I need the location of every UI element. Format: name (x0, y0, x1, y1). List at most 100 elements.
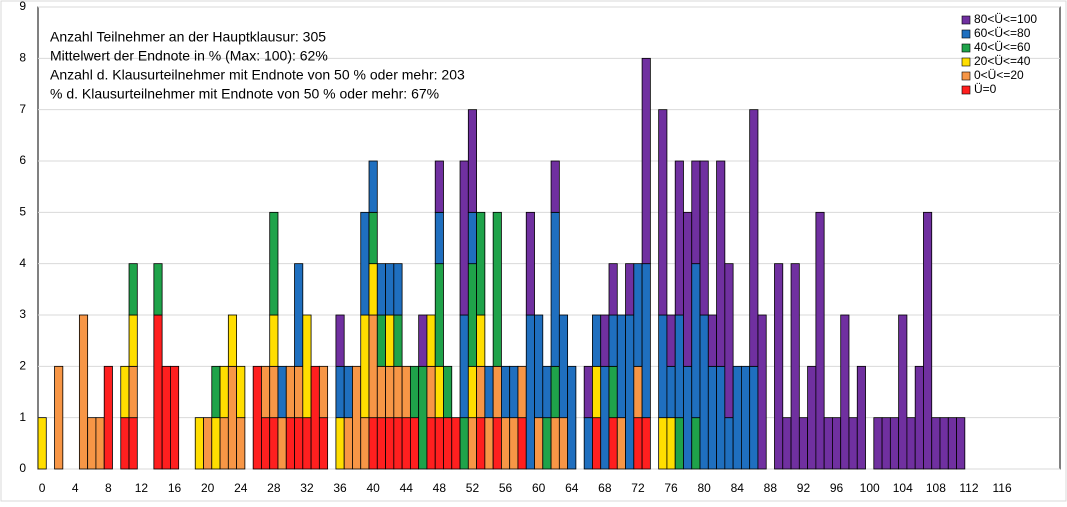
bar-segment (434, 211, 444, 265)
bar-segment (641, 263, 651, 419)
legend-label: 80<Ü<=100 (974, 12, 1037, 26)
bar-segment (376, 365, 386, 419)
bar-segment (409, 417, 420, 470)
bar-segment (161, 365, 171, 470)
bar-segment (434, 160, 444, 213)
x-tick-label: 96 (830, 481, 844, 495)
bar-segment (294, 365, 304, 419)
bar-segment (426, 365, 436, 419)
bar-segment (120, 417, 130, 470)
bar-segment (227, 365, 238, 470)
bar-segment (492, 365, 502, 419)
bar-segment (128, 263, 138, 316)
bar-segment (848, 417, 858, 470)
x-tick-label: 60 (532, 481, 546, 495)
bar-segment (716, 160, 726, 367)
bar-segment (310, 365, 320, 470)
bar-segment (484, 417, 494, 470)
bar-segment (947, 417, 957, 470)
bar-segment (476, 417, 486, 470)
y-tick-label: 2 (19, 359, 26, 373)
bar-segment (633, 263, 643, 367)
bar-segment (923, 211, 933, 470)
bar-segment (525, 211, 535, 316)
bar-segment (95, 417, 105, 470)
bar-segment (906, 417, 916, 470)
bar-segment (385, 314, 395, 367)
bar-segment (666, 417, 676, 470)
bar-segment (558, 314, 569, 419)
bar-segment (37, 417, 47, 470)
bar-segment (509, 417, 519, 470)
bar-segment (467, 417, 477, 470)
bar-segment (203, 417, 213, 470)
bar-segment (674, 314, 684, 419)
bar-segment (409, 365, 420, 419)
legend-swatch (961, 71, 971, 81)
bar-segment (335, 314, 345, 367)
x-tick-label: 112 (959, 481, 978, 495)
bar-segment (832, 417, 842, 470)
bar-segment (227, 314, 238, 367)
x-tick-label: 24 (234, 481, 248, 495)
bar-segment (898, 314, 908, 470)
bar-segment (542, 417, 552, 470)
bar-segment (211, 365, 221, 419)
bar-segment (343, 417, 353, 470)
bar-segment (219, 417, 229, 470)
bar-segment (120, 365, 130, 419)
legend-swatch (961, 57, 971, 67)
x-tick-label: 76 (664, 481, 678, 495)
bar-segment (583, 417, 593, 470)
bar-segment (153, 314, 163, 470)
x-tick-label: 48 (433, 481, 447, 495)
bar-segment (252, 365, 262, 470)
bar-segment (87, 417, 97, 470)
bar-segment (385, 365, 395, 419)
bar-segment (782, 417, 792, 470)
bar-segment (641, 417, 651, 470)
bar-segment (583, 365, 593, 419)
bar-segment (128, 417, 138, 470)
legend-label: 0<Ü<=20 (974, 68, 1024, 82)
bar-segment (517, 417, 527, 470)
bar-segment (691, 417, 701, 470)
bar-segment (592, 314, 602, 367)
x-tick-label: 108 (926, 481, 946, 495)
x-tick-label: 100 (860, 481, 880, 495)
bar-segment (368, 211, 378, 265)
bar-segment (840, 314, 850, 470)
bar-segment (236, 417, 246, 470)
bar-segment (294, 263, 304, 367)
bar-segment (956, 417, 966, 470)
bar-segment (368, 417, 378, 470)
x-tick-label: 12 (135, 481, 149, 495)
bar-segment (691, 160, 701, 265)
bar-segment (128, 314, 138, 367)
x-tick-label: 56 (499, 481, 513, 495)
bar-segment (658, 109, 668, 316)
bar-segment (534, 417, 544, 470)
bar-segment (211, 417, 221, 470)
annotation: % d. Klausurteilnehmer mit Endnote von 5… (50, 86, 439, 102)
bar-segment (567, 365, 577, 470)
x-tick-label: 88 (764, 481, 778, 495)
legend-label: 20<Ü<=40 (974, 54, 1031, 68)
y-tick-label: 8 (19, 51, 26, 65)
y-tick-label: 3 (19, 307, 26, 321)
bar-segment (426, 314, 436, 367)
bar-segment (608, 365, 618, 419)
bar-segment (691, 263, 701, 419)
bar-segment (360, 211, 370, 316)
bar-segment (368, 314, 378, 419)
x-tick-label: 84 (731, 481, 745, 495)
bar-segment (261, 417, 271, 470)
bar-segment (294, 417, 304, 470)
bar-segment (393, 314, 403, 367)
bar-segment (724, 417, 734, 470)
bar-segment (666, 365, 676, 419)
bar-segment (343, 365, 353, 419)
bar-segment (78, 314, 89, 470)
x-tick-label: 32 (300, 481, 314, 495)
x-tick-label: 4 (72, 481, 79, 495)
